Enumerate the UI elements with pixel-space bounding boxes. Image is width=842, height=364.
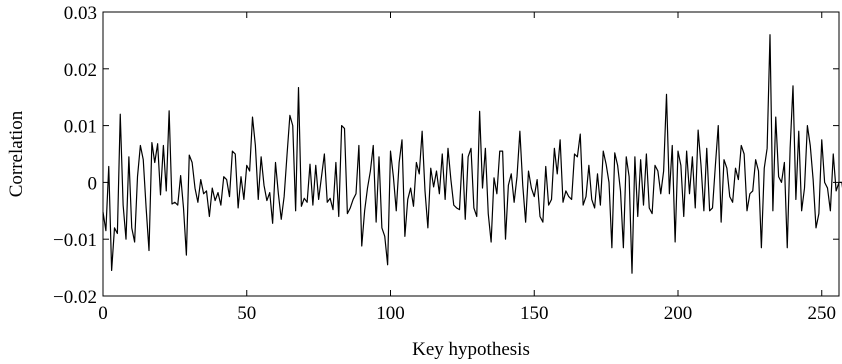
y-tick-label: 0.02 (64, 60, 97, 81)
x-tick-label: 100 (376, 303, 405, 324)
y-tick-label: 0.01 (64, 117, 97, 138)
x-tick-label: 50 (237, 303, 256, 324)
y-tick-label: 0.03 (64, 3, 97, 24)
plot-frame (102, 11, 840, 297)
x-axis-label: Key hypothesis (412, 339, 530, 360)
x-tick-label: 0 (98, 303, 108, 324)
y-axis-label: Correlation (6, 110, 27, 197)
x-tick-label: 150 (520, 303, 549, 324)
x-tick-label: 250 (808, 303, 837, 324)
y-tick-label: 0 (88, 173, 98, 194)
series-line (102, 34, 842, 274)
axis-ticks (102, 11, 839, 297)
y-tick-label: −0.02 (53, 287, 97, 308)
y-tick-label: −0.01 (53, 230, 97, 251)
x-tick-label: 200 (664, 303, 693, 324)
tick-labels: 0 50 100 150 200 250 −0.02 −0.01 0 0.01 0.02 0.03 (53, 3, 836, 324)
